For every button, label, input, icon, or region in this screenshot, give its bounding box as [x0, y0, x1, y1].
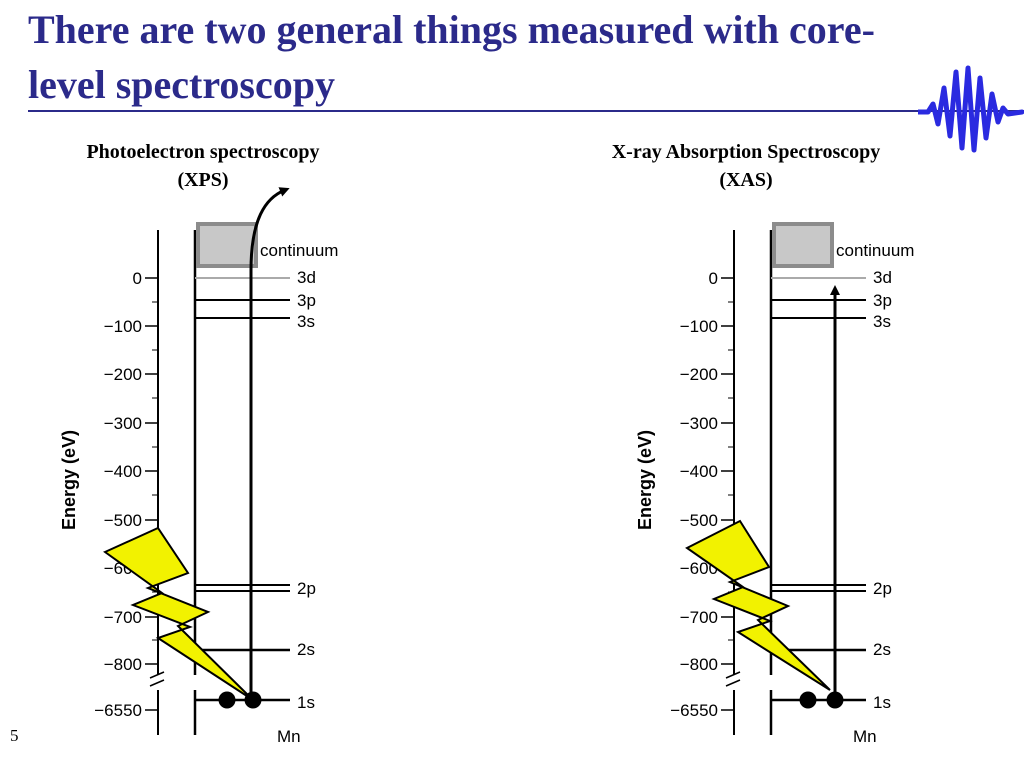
y-tick-label: −200 — [680, 365, 718, 384]
y-axis-label: Energy (eV) — [59, 430, 79, 530]
electron — [218, 691, 236, 709]
title-divider — [28, 110, 1024, 112]
y-tick-label: −500 — [104, 511, 142, 530]
level-label-1s: 1s — [873, 693, 891, 712]
xas-energy-diagram: 0 −100 −200 −300 −400 −500 −600 −700 −80… — [635, 222, 914, 746]
level-label-3p: 3p — [873, 291, 892, 310]
y-tick-label: −400 — [680, 462, 718, 481]
y-tick-label: −100 — [680, 317, 718, 336]
xps-panel-title: Photoelectron spectroscopy (XPS) — [40, 138, 366, 194]
lightning-bolt-icon — [685, 519, 831, 691]
y-tick-label: −300 — [104, 414, 142, 433]
y-tick-label: −6550 — [670, 701, 718, 720]
level-label-3s: 3s — [873, 312, 891, 331]
y-tick-label: −100 — [104, 317, 142, 336]
y-tick-label: −800 — [680, 655, 718, 674]
electron — [799, 691, 817, 709]
continuum-label: continuum — [836, 241, 914, 260]
level-label-2p: 2p — [297, 579, 316, 598]
xps-title-line2: (XPS) — [177, 169, 229, 191]
continuum-label: continuum — [260, 241, 338, 260]
lightning-bolt-icon — [103, 526, 254, 701]
y-tick-label: −700 — [104, 608, 142, 627]
level-label-2s: 2s — [297, 640, 315, 659]
electron — [244, 691, 262, 709]
y-tick-label: −500 — [680, 511, 718, 530]
wave-packet-icon — [918, 65, 1024, 153]
xas-title-line1: X-ray Absorption Spectroscopy — [611, 141, 881, 163]
level-label-3p: 3p — [297, 291, 316, 310]
page-number: 5 — [10, 726, 19, 745]
slide-title: There are two general things measured wi… — [28, 7, 875, 107]
y-tick-label: 0 — [133, 269, 142, 288]
y-tick-label: −800 — [104, 655, 142, 674]
y-tick-label: −700 — [680, 608, 718, 627]
element-label: Mn — [277, 727, 301, 746]
y-tick-label: 0 — [709, 269, 718, 288]
xps-energy-diagram: 0 −100 −200 −300 −400 −500 −600 −700 −80… — [59, 187, 338, 746]
level-label-3d: 3d — [297, 268, 316, 287]
y-tick-label: −400 — [104, 462, 142, 481]
y-tick-label: −200 — [104, 365, 142, 384]
level-label-2p: 2p — [873, 579, 892, 598]
continuum-box — [196, 222, 258, 268]
xas-title-line2: (XAS) — [719, 169, 773, 191]
photoelectron-arrow — [249, 187, 290, 697]
y-axis-label: Energy (eV) — [635, 430, 655, 530]
continuum-box — [772, 222, 834, 268]
y-tick-label: −6550 — [94, 701, 142, 720]
xps-title-line1: Photoelectron spectroscopy — [86, 141, 320, 163]
level-label-3s: 3s — [297, 312, 315, 331]
element-label: Mn — [853, 727, 877, 746]
level-label-3d: 3d — [873, 268, 892, 287]
y-tick-label: −300 — [680, 414, 718, 433]
level-label-1s: 1s — [297, 693, 315, 712]
electron — [826, 691, 844, 709]
xas-panel-title: X-ray Absorption Spectroscopy (XAS) — [560, 138, 932, 194]
level-label-2s: 2s — [873, 640, 891, 659]
